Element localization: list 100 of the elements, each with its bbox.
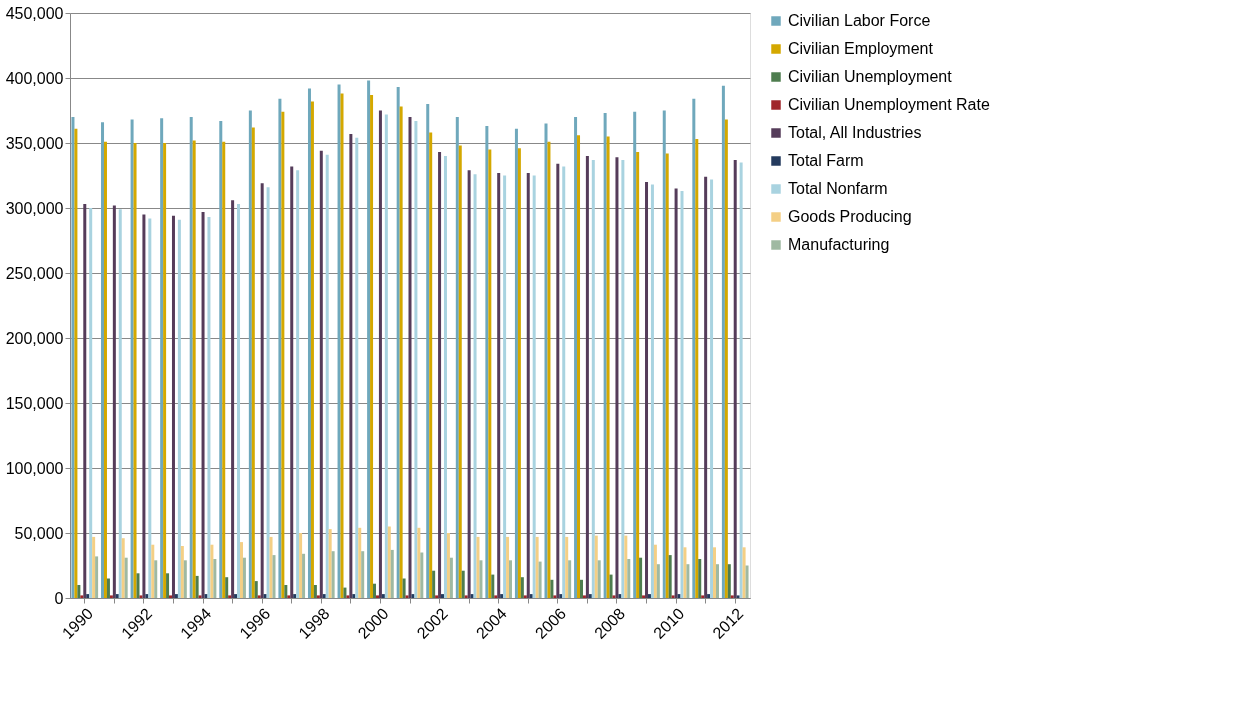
bar — [399, 106, 403, 598]
bar — [408, 117, 412, 598]
bar — [142, 214, 146, 598]
bar — [310, 101, 314, 598]
bar — [529, 594, 533, 598]
bar — [414, 120, 418, 598]
bar — [692, 98, 696, 598]
bar — [494, 595, 498, 598]
bar — [698, 559, 702, 598]
bar — [727, 564, 731, 598]
bar — [145, 594, 149, 598]
bar — [269, 536, 273, 598]
bar — [103, 141, 107, 598]
bar — [606, 136, 610, 598]
bar — [180, 546, 184, 598]
bar — [668, 555, 672, 598]
bar — [742, 547, 746, 598]
bar — [148, 218, 152, 598]
bar — [435, 595, 439, 598]
bar — [352, 594, 356, 598]
bar — [438, 152, 442, 598]
bar — [485, 126, 489, 598]
bar — [358, 527, 362, 598]
legend-label: Total Nonfarm — [788, 180, 888, 197]
legend-label: Goods Producing — [788, 208, 912, 225]
bar — [183, 560, 187, 598]
bar — [594, 535, 598, 598]
y-tick-label: 0 — [54, 589, 64, 607]
bar — [550, 579, 554, 598]
bar — [139, 595, 143, 598]
bar — [387, 526, 391, 598]
bar — [160, 118, 164, 598]
bar — [373, 583, 377, 598]
bar — [177, 219, 181, 598]
bar — [331, 551, 335, 598]
bar — [579, 579, 583, 598]
bar — [441, 594, 445, 598]
bar — [133, 143, 137, 598]
bar — [254, 581, 258, 598]
bar — [151, 544, 155, 598]
bar — [503, 175, 507, 598]
bar — [665, 153, 669, 598]
bar — [582, 595, 586, 598]
bar — [538, 561, 542, 598]
bar — [724, 119, 728, 598]
bar — [627, 559, 631, 598]
bar — [402, 578, 406, 598]
bar — [467, 170, 471, 598]
bar — [171, 215, 175, 598]
bar — [710, 179, 714, 598]
bar — [260, 183, 264, 598]
bar — [553, 595, 557, 598]
bar — [106, 578, 110, 598]
bar — [615, 157, 619, 598]
bar — [307, 88, 311, 598]
bar — [77, 585, 81, 598]
bar — [166, 573, 170, 598]
bar — [662, 110, 666, 598]
bar — [639, 557, 643, 598]
bar — [585, 156, 589, 598]
bar — [674, 188, 678, 598]
bar — [574, 117, 578, 598]
bar — [118, 209, 122, 598]
bar — [432, 570, 436, 598]
bar — [225, 577, 229, 598]
bar — [677, 594, 681, 598]
bar — [293, 594, 297, 598]
bar — [136, 573, 140, 598]
bar — [535, 536, 539, 598]
legend-label: Civilian Unemployment Rate — [788, 96, 990, 113]
bar — [349, 133, 353, 598]
bar — [396, 87, 400, 598]
bar — [80, 595, 84, 598]
bar — [375, 595, 379, 598]
bar — [458, 145, 462, 598]
bar — [263, 594, 267, 598]
bar — [213, 559, 217, 598]
bar — [92, 536, 96, 598]
bar — [313, 585, 317, 598]
bar — [642, 595, 646, 598]
bar — [556, 163, 560, 598]
bar — [192, 140, 196, 598]
bar — [588, 594, 592, 598]
legend-label: Total, All Industries — [788, 124, 922, 141]
legend-label: Civilian Labor Force — [788, 12, 931, 29]
bar — [683, 547, 687, 598]
bar — [343, 587, 347, 598]
y-tick-label: 100,000 — [5, 459, 64, 477]
bar — [325, 154, 329, 598]
bar — [154, 560, 158, 598]
bar — [577, 135, 581, 598]
bar — [367, 80, 371, 598]
bar — [355, 137, 359, 598]
y-tick-label: 150,000 — [5, 394, 64, 412]
y-tick-label: 200,000 — [5, 329, 64, 347]
bar — [645, 182, 649, 598]
bar — [656, 564, 660, 598]
bar — [411, 594, 415, 598]
bar — [671, 595, 675, 598]
bar — [488, 149, 492, 598]
